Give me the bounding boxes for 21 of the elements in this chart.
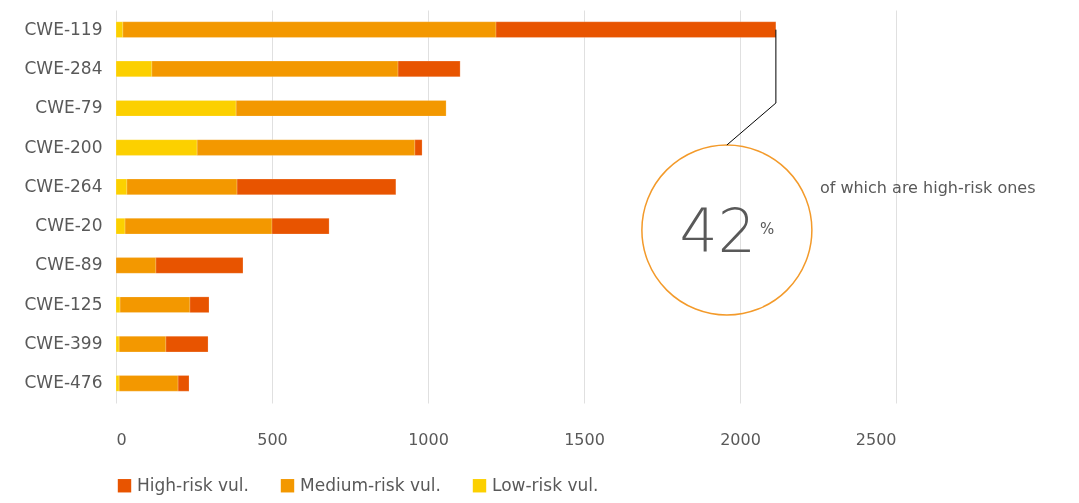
y-tick-label: CWE-284 bbox=[24, 57, 103, 78]
legend-label: High-risk vul. bbox=[137, 474, 249, 495]
annotation: of which are high-risk ones bbox=[819, 178, 1036, 197]
y-tick-label: CWE-79 bbox=[35, 97, 103, 118]
y-tick-label: CWE-264 bbox=[24, 175, 103, 196]
x-tick-label: 2000 bbox=[720, 429, 761, 449]
x-tick-label: 1000 bbox=[408, 429, 449, 449]
legend-label: Low-risk vul. bbox=[492, 474, 599, 495]
x-tick-label: 1500 bbox=[564, 429, 605, 449]
y-tick-label: CWE-476 bbox=[24, 372, 103, 393]
y-tick-label: CWE-119 bbox=[24, 18, 103, 39]
x-tick-label: 0 bbox=[116, 429, 127, 449]
legend-label: Medium-risk vul. bbox=[300, 474, 441, 495]
y-tick-label: CWE-399 bbox=[24, 333, 103, 354]
y-tick-label: CWE-20 bbox=[35, 215, 103, 236]
x-tick-label: 500 bbox=[257, 429, 288, 449]
x-tick-label: 2500 bbox=[855, 429, 897, 449]
y-tick-label: CWE-125 bbox=[24, 293, 103, 314]
y-tick-label: CWE-200 bbox=[24, 136, 103, 157]
annotation: 42% bbox=[679, 196, 775, 266]
y-tick-label: CWE-89 bbox=[35, 254, 103, 275]
